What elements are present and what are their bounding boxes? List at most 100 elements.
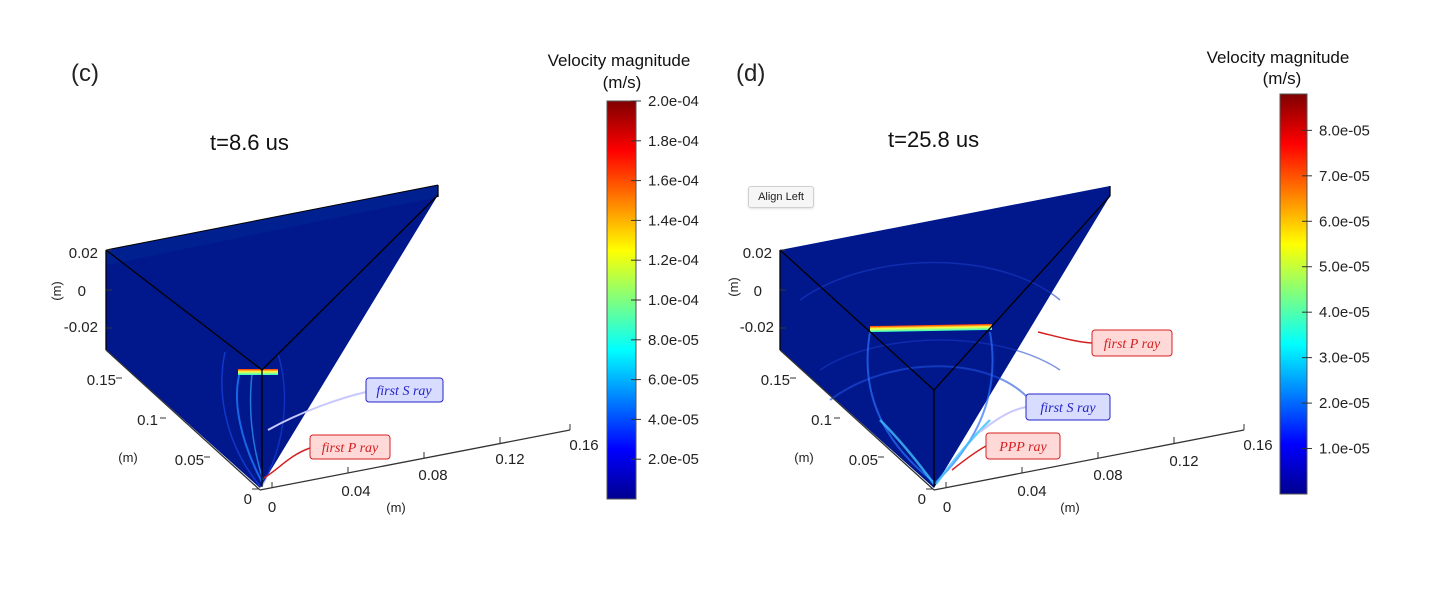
y-tick-label: 0.05 [175,452,204,469]
wave-s-front-c2 [249,373,264,481]
field-top-face-c [106,185,438,488]
y-tick-label: 0 [918,491,926,508]
colorbar-tick-label: 3.0e-05 [1319,350,1370,367]
colorbar-tick-label: 7.0e-05 [1319,168,1370,185]
colorbar-tick-label: 8.0e-05 [648,332,699,349]
annotation-p-text-c: first P ray [322,441,379,456]
align-left-tooltip[interactable]: Align Left [748,186,814,208]
annotation-ppp-box-d [985,432,1061,460]
field-top-face-d [780,186,1110,488]
wave-s-front-c [235,371,263,483]
annotation-ppp-text-d: PPP ray [998,440,1047,455]
colorbar-tick-label: 1.2e-04 [648,252,699,269]
colorbar-tick-label: 5.0e-05 [1319,259,1370,276]
annotation-s-box-c [365,377,444,403]
x-tick-label: 0.04 [1017,483,1046,500]
annotation-p-box-d [1091,329,1173,357]
colorbar-title-c: Velocity magnitude [548,51,691,70]
x-tick-label: 0.08 [418,467,447,484]
colorbar-unit-c: (m/s) [603,73,642,92]
colorbar-ticks-d: 8.0e-05 7.0e-05 6.0e-05 5.0e-05 4.0e-05 3.0e-… [1302,122,1370,458]
wave-s-front-d [879,419,936,485]
annotation-s-leader-c [267,391,367,431]
x-tick-label: 0.12 [1169,453,1198,470]
y-tick-label: 0.15 [87,372,116,389]
colorbar-tick-label: 8.0e-05 [1319,122,1370,139]
x-tick-label: 0.16 [569,437,598,454]
annotation-p-text-d: first P ray [1104,337,1161,352]
axis-y-d [779,349,935,491]
annotation-s-box-d [1025,393,1111,421]
edge-top-c [105,184,439,251]
wave-band-c [238,369,278,375]
z-tick-label: -0.02 [740,319,774,336]
axis-x-d [933,429,1245,491]
wave-cusp-d1 [866,331,935,483]
panel-d: (d) t=25.8 us 0.02 0 -0.02 (m) 0.15 0.1 … [726,48,1370,516]
annotation-p-box-c [309,434,391,460]
axis-y-c [105,349,261,491]
wave-p-front-c [221,351,261,487]
wave-s-front-d2 [934,419,991,485]
y-axis-unit-d: (m) [794,450,814,465]
edge-diag-c [105,249,263,371]
colorbar-tick-label: 1.4e-04 [648,212,699,229]
colorbar-tick-label: 2.0e-05 [1319,395,1370,412]
axis-ticks-d [780,249,1245,490]
y-tick-label: 0.15 [761,372,790,389]
colorbar-tick-label: 1.0e-05 [1319,441,1370,458]
colorbar-tick-label: 1.6e-04 [648,173,699,190]
wave-p-front-c2 [261,353,286,487]
y-tick-label: 0.1 [137,412,158,429]
colorbar-d [1279,93,1308,495]
annotation-p-leader-c [263,447,311,479]
colorbar-tick-label: 1.8e-04 [648,133,699,150]
annotation-ppp-leader-d [951,445,987,471]
z-tick-label: 0.02 [69,245,98,262]
axis-ticks-c [106,249,571,490]
colorbar-tick-label: 2.0e-05 [648,451,699,468]
z-tick-label: -0.02 [64,319,98,336]
panel-c: (c) t=8.6 us 0.02 0 -0.02 (m) 0.15 0.1 0… [49,51,699,516]
colorbar-tick-label: 1.0e-04 [648,292,699,309]
colorbar-tick-label: 6.0e-05 [648,372,699,389]
y-tick-label: 0 [244,491,252,508]
edge-diag2-c [261,194,439,371]
annotation-s-text-c: first S ray [376,384,432,399]
colorbar-tick-label: 2.0e-04 [648,93,699,110]
wave-arc-d2 [819,339,1061,371]
panel-label-d: (d) [736,60,765,87]
edge-diag-d [779,249,935,391]
colorbar-unit-d: (m/s) [1263,69,1302,88]
colorbar-ticks-c: 2.0e-04 1.8e-04 1.6e-04 1.4e-04 1.2e-04 1.0e-… [631,93,699,468]
x-tick-label: 0 [943,499,951,516]
plot-title-d: t=25.8 us [888,127,979,152]
annotation-s-leader-d [979,406,1027,433]
x-tick-label: 0.16 [1243,437,1272,454]
x-tick-label: 0.12 [495,451,524,468]
colorbar-tick-label: 4.0e-05 [648,411,699,428]
z-tick-label: 0 [754,283,762,300]
colorbar-title-d: Velocity magnitude [1207,48,1350,67]
z-tick-label: 0 [78,283,86,300]
plot-title-c: t=8.6 us [210,130,289,155]
y-axis-unit-c: (m) [118,450,138,465]
wave-band-d [869,323,993,333]
x-tick-label: 0.08 [1093,467,1122,484]
y-tick-label: 0.05 [849,452,878,469]
annotation-s-text-d: first S ray [1040,401,1096,416]
wave-arc-d1 [799,261,1061,301]
colorbar-tick-label: 6.0e-05 [1319,213,1370,230]
panel-label-c: (c) [71,60,99,87]
x-axis-unit-c: (m) [386,500,406,515]
z-axis-unit-c: (m) [49,281,64,301]
x-tick-label: 0 [268,499,276,516]
z-tick-label: 0.02 [743,245,772,262]
field-back-face-c [106,185,438,265]
y-tick-label: 0.1 [811,412,832,429]
annotation-p-leader-d [1037,331,1093,344]
z-axis-unit-d: (m) [726,277,741,297]
x-axis-unit-d: (m) [1060,500,1080,515]
colorbar-tick-label: 4.0e-05 [1319,304,1370,321]
